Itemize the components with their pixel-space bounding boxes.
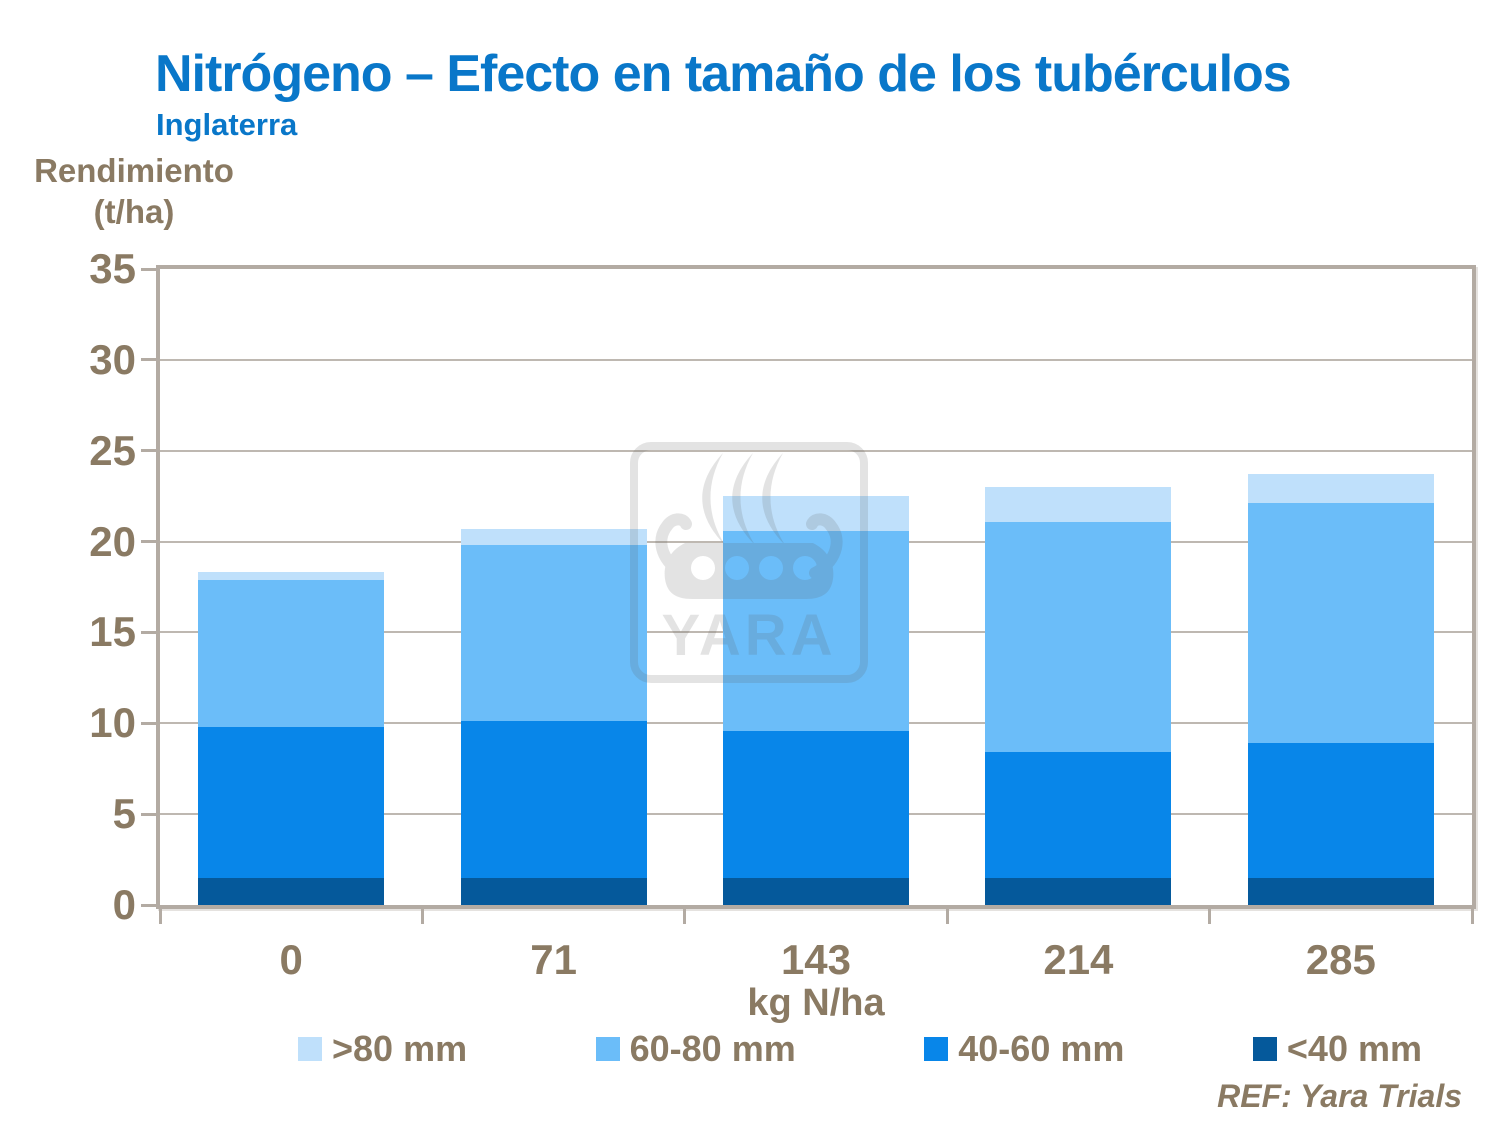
bar-214-segment-40-60mm [985, 752, 1172, 878]
bar-285-segment-<40mm [1247, 877, 1434, 905]
y-tick-label-30: 30 [89, 335, 136, 383]
x-tick-label-71: 71 [530, 936, 577, 983]
bar-285-segment->80mm [1247, 474, 1434, 504]
legend-item->80mm: >80 mm [298, 1028, 467, 1070]
y-tick-label-15: 15 [89, 608, 136, 656]
x-tick-label-214: 214 [1043, 936, 1114, 983]
x-tick-mark-5 [1470, 909, 1474, 924]
legend-swatch->80mm [298, 1037, 322, 1061]
legend: >80 mm 60-80 mm 40-60 mm <40 mm [298, 1028, 1422, 1070]
bar-143-segment-<40mm [723, 877, 909, 905]
bar-143-segment-60-80mm [723, 530, 909, 731]
y-tick-label-0: 0 [112, 881, 136, 928]
chart-subtitle: Inglaterra [156, 107, 298, 142]
gridline-30 [160, 358, 1472, 361]
bar-214-segment-<40mm [985, 877, 1172, 905]
bar-0-segment-<40mm [198, 877, 385, 905]
legend-swatch-40-60mm [924, 1037, 949, 1061]
legend-item-40-60mm: 40-60 mm [924, 1028, 1124, 1070]
x-tick-label-143: 143 [780, 936, 852, 983]
legend-swatch-60-80mm [595, 1037, 620, 1061]
x-tick-label-0: 0 [279, 936, 303, 983]
y-axis-title-line1: Rendimiento [34, 152, 234, 189]
gridline-25 [160, 449, 1472, 452]
y-axis-title: Rendimiento (t/ha) [18, 150, 250, 233]
y-tick-mark-10 [141, 721, 157, 725]
x-axis-title: kg N/ha [747, 982, 885, 1024]
bar-143-segment-40-60mm [723, 730, 909, 878]
bar-143-segment->80mm [723, 496, 909, 531]
y-tick-mark-25 [141, 449, 157, 453]
legend-label->80mm: >80 mm [332, 1028, 468, 1069]
y-tick-mark-20 [141, 540, 157, 544]
bar-214-segment->80mm [985, 487, 1172, 522]
x-tick-mark-3 [945, 909, 949, 924]
y-tick-label-20: 20 [89, 517, 136, 565]
bar-71-segment->80mm [460, 528, 647, 546]
y-axis-title-line2: (t/ha) [93, 193, 175, 231]
y-tick-label-25: 25 [89, 426, 136, 474]
bar-214-segment-60-80mm [985, 521, 1172, 753]
bar-285-segment-60-80mm [1247, 503, 1434, 744]
legend-label-<40mm: <40 mm [1286, 1028, 1422, 1069]
legend-item-<40mm: <40 mm [1252, 1028, 1422, 1070]
x-tick-mark-2 [683, 909, 687, 924]
legend-item-60-80mm: 60-80 mm [595, 1028, 796, 1070]
y-tick-mark-15 [141, 630, 157, 634]
y-tick-mark-35 [141, 267, 157, 271]
x-tick-mark-1 [420, 909, 424, 924]
bar-71-segment-40-60mm [460, 721, 647, 878]
x-tick-label-285: 285 [1305, 936, 1376, 983]
bar-71-segment-<40mm [460, 877, 647, 905]
reference-note: REF: Yara Trials [1217, 1078, 1462, 1114]
y-tick-label-35: 35 [89, 245, 136, 292]
y-tick-mark-30 [141, 358, 157, 362]
y-tick-mark-5 [141, 812, 157, 816]
y-tick-label-10: 10 [89, 699, 136, 747]
bar-0-segment-40-60mm [198, 726, 385, 878]
bar-71-segment-60-80mm [460, 545, 647, 722]
x-tick-mark-4 [1208, 909, 1212, 924]
x-tick-mark-0 [158, 909, 162, 924]
legend-swatch-<40mm [1252, 1037, 1277, 1061]
legend-label-40-60mm: 40-60 mm [958, 1028, 1125, 1069]
plot-area [156, 265, 1476, 909]
chart-title: Nitrógeno – Efecto en tamaño de los tubé… [155, 45, 1292, 103]
legend-label-60-80mm: 60-80 mm [629, 1028, 796, 1069]
bar-0-segment-60-80mm [198, 579, 385, 727]
y-tick-mark-0 [141, 903, 157, 907]
y-tick-label-5: 5 [112, 790, 136, 838]
bar-285-segment-40-60mm [1247, 743, 1434, 878]
bar-0-segment->80mm [198, 572, 385, 580]
